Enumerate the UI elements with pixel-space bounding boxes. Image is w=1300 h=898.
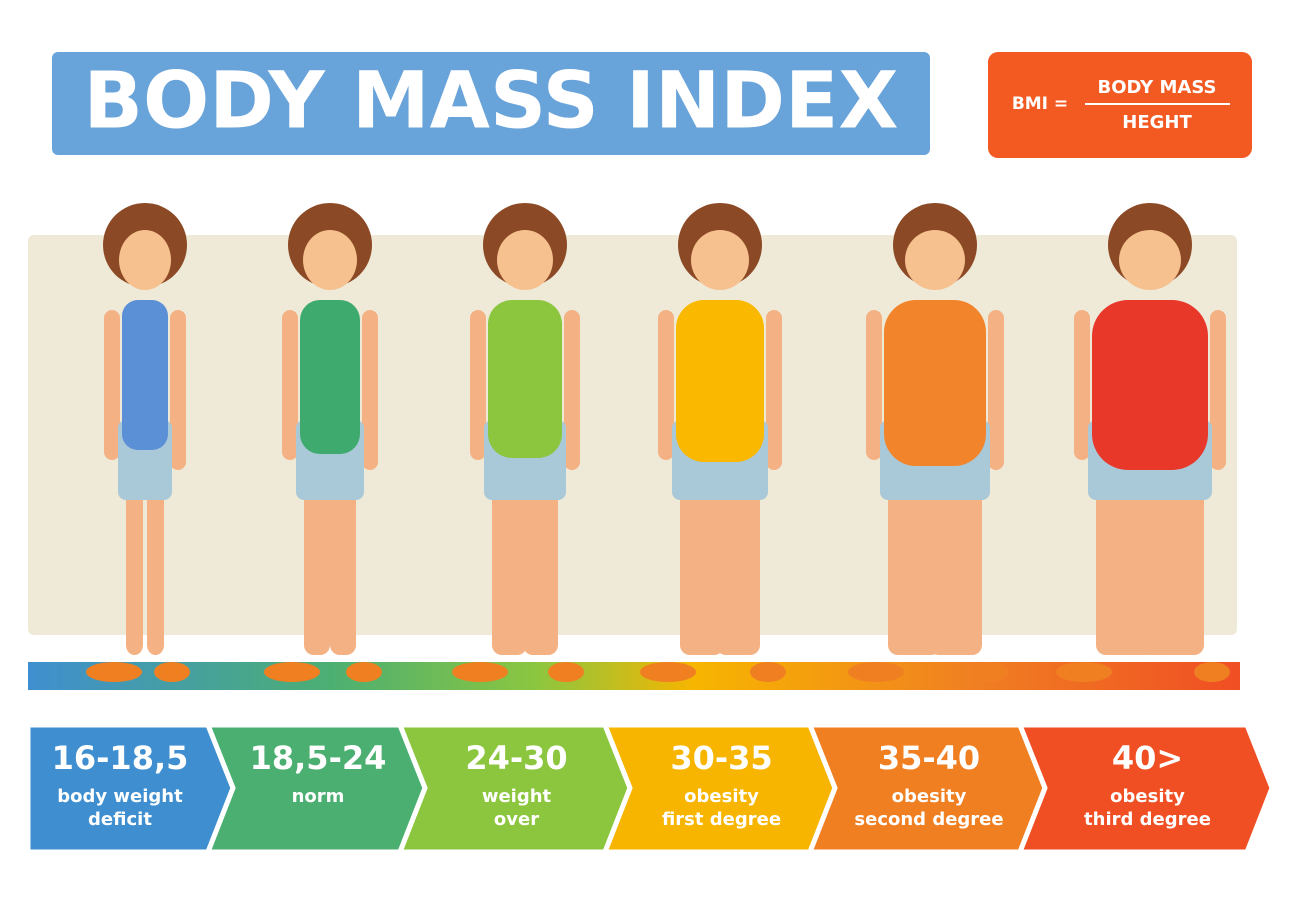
figure <box>848 203 1008 682</box>
category-label: obesity <box>1110 786 1185 807</box>
bmi-range: 35-40 <box>878 739 980 777</box>
leg <box>126 470 143 655</box>
arm <box>658 310 674 460</box>
shoe <box>848 662 904 682</box>
shoe <box>640 662 696 682</box>
bmi-range: 16-18,5 <box>52 739 189 777</box>
leg <box>888 470 941 655</box>
arm <box>362 310 378 470</box>
arm <box>564 310 580 470</box>
face <box>691 230 749 290</box>
arm <box>766 310 782 470</box>
leg <box>680 470 724 655</box>
formula-denominator: HEGHT <box>1122 112 1192 133</box>
leg <box>492 470 527 655</box>
figure <box>452 203 584 682</box>
category-label: over <box>494 809 539 830</box>
category-label: third degree <box>1084 809 1211 830</box>
category-label: norm <box>292 786 345 807</box>
figure <box>86 203 190 682</box>
figure <box>640 203 786 682</box>
face <box>303 230 357 290</box>
category-label: weight <box>482 786 552 807</box>
leg <box>716 470 760 655</box>
leg <box>304 470 330 655</box>
bmi-range: 18,5-24 <box>250 739 387 777</box>
category-label: second degree <box>854 809 1003 830</box>
arm <box>866 310 882 460</box>
floor-bar <box>28 662 1240 690</box>
leg <box>929 470 982 655</box>
shoe <box>972 662 1008 682</box>
shoe <box>264 662 320 682</box>
shoe <box>346 662 382 682</box>
leg <box>330 470 356 655</box>
shirt <box>300 300 360 454</box>
figure <box>264 203 382 682</box>
face <box>119 230 171 290</box>
category-label: obesity <box>684 786 759 807</box>
shirt <box>676 300 764 462</box>
shoe <box>548 662 584 682</box>
face <box>905 230 965 290</box>
leg <box>523 470 558 655</box>
shoe <box>1194 662 1230 682</box>
shirt <box>884 300 986 466</box>
leg <box>1142 470 1204 655</box>
formula-numerator: BODY MASS <box>1098 77 1217 98</box>
face <box>1119 230 1181 290</box>
shoe <box>1056 662 1112 682</box>
arm <box>104 310 120 460</box>
formula-lhs: BMI = <box>1012 94 1068 114</box>
arm <box>988 310 1004 470</box>
category-label: deficit <box>88 809 152 830</box>
bmi-range: 24-30 <box>465 739 567 777</box>
shoe <box>86 662 142 682</box>
shirt <box>1092 300 1208 470</box>
leg <box>147 470 164 655</box>
bmi-range: 30-35 <box>670 739 772 777</box>
arm <box>170 310 186 470</box>
shoe <box>750 662 786 682</box>
bmi-range: 40> <box>1112 739 1183 777</box>
category-label: body weight <box>57 786 183 807</box>
category-label: first degree <box>662 809 781 830</box>
shoe <box>154 662 190 682</box>
shoe <box>452 662 508 682</box>
title-box <box>52 52 930 155</box>
category-arrow <box>1016 722 1275 855</box>
figure <box>1056 203 1230 682</box>
arm <box>1074 310 1090 460</box>
category-label: obesity <box>892 786 967 807</box>
face <box>497 230 553 290</box>
arm <box>470 310 486 460</box>
title: BODY MASS INDEX <box>84 56 899 146</box>
arm <box>282 310 298 460</box>
shirt <box>488 300 562 458</box>
arm <box>1210 310 1226 470</box>
background-panel <box>28 235 1237 635</box>
shirt <box>122 300 168 450</box>
